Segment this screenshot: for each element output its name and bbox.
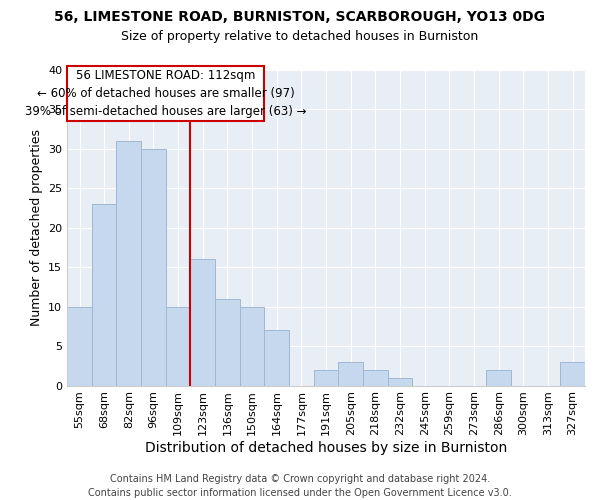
Bar <box>265 330 289 386</box>
Bar <box>388 378 412 386</box>
Text: Contains HM Land Registry data © Crown copyright and database right 2024.
Contai: Contains HM Land Registry data © Crown c… <box>88 474 512 498</box>
Bar <box>116 141 141 386</box>
FancyBboxPatch shape <box>67 66 265 121</box>
Y-axis label: Number of detached properties: Number of detached properties <box>29 129 43 326</box>
Bar <box>141 149 166 386</box>
Bar <box>92 204 116 386</box>
Bar <box>487 370 511 386</box>
X-axis label: Distribution of detached houses by size in Burniston: Distribution of detached houses by size … <box>145 441 507 455</box>
Bar <box>314 370 338 386</box>
Text: 56 LIMESTONE ROAD: 112sqm
← 60% of detached houses are smaller (97)
39% of semi-: 56 LIMESTONE ROAD: 112sqm ← 60% of detac… <box>25 69 307 118</box>
Bar <box>363 370 388 386</box>
Bar <box>190 260 215 386</box>
Bar <box>338 362 363 386</box>
Bar <box>67 306 92 386</box>
Text: Size of property relative to detached houses in Burniston: Size of property relative to detached ho… <box>121 30 479 43</box>
Text: 56, LIMESTONE ROAD, BURNISTON, SCARBOROUGH, YO13 0DG: 56, LIMESTONE ROAD, BURNISTON, SCARBOROU… <box>55 10 545 24</box>
Bar <box>560 362 585 386</box>
Bar <box>240 306 265 386</box>
Bar <box>166 306 190 386</box>
Bar <box>215 298 240 386</box>
